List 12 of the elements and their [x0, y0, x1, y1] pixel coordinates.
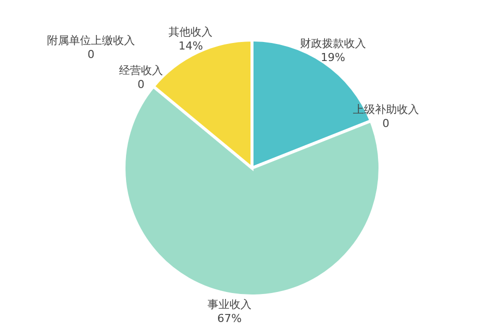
slice-label: 财政拨款收入: [300, 36, 366, 50]
text: 0: [88, 48, 95, 62]
slice-label: 其他收入: [168, 26, 213, 39]
category-label: 附属单位上缴收入: [47, 34, 136, 48]
text: 0: [138, 78, 145, 92]
text: 0: [382, 116, 390, 130]
data-label: 67%: [217, 312, 242, 325]
data-label: 14%: [178, 40, 203, 53]
data-label: 19%: [320, 50, 346, 64]
category-label: 经营收入: [119, 64, 164, 78]
category-label: 上级补助收入: [352, 102, 419, 116]
slice-label: 事业收入: [207, 298, 252, 312]
